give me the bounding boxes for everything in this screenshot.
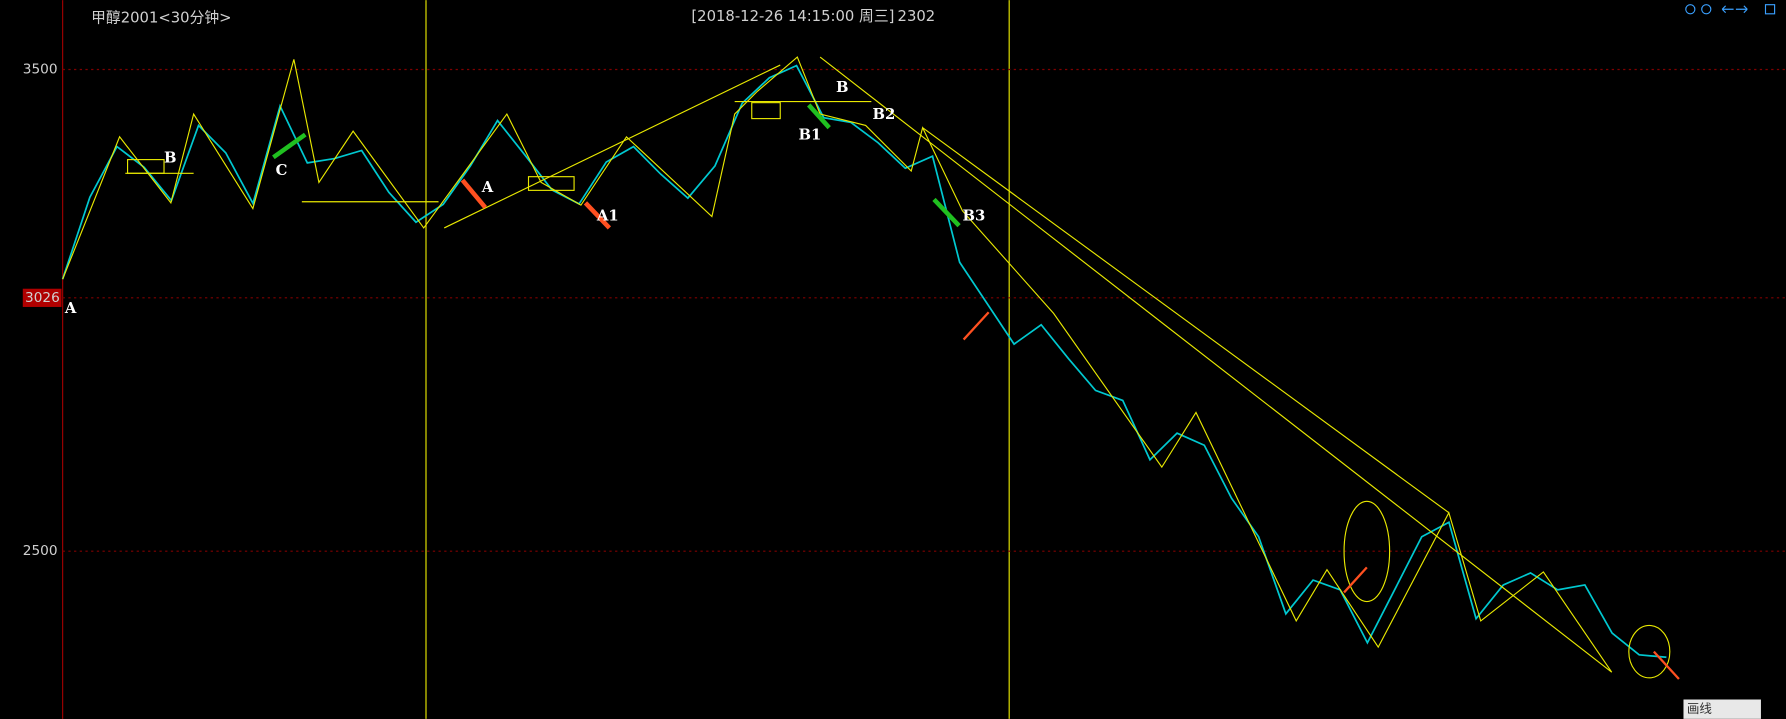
scroll-right-icon[interactable]: [1735, 5, 1748, 14]
zoom-out-icon[interactable]: [1701, 4, 1712, 15]
annotation: A: [481, 179, 494, 196]
marker-label: 3026: [25, 290, 60, 306]
ellipse: [1343, 500, 1391, 603]
y-tick-label: 3500: [23, 62, 58, 78]
y-tick-label: 2500: [23, 543, 58, 559]
chart-title: 甲醇2001<30分钟>: [91, 9, 231, 26]
trend-line: [443, 64, 781, 229]
toolbar-icons[interactable]: [1685, 4, 1776, 15]
ellipse: [1628, 624, 1671, 679]
drawings: [62, 56, 1680, 680]
draw-button[interactable]: [1683, 699, 1761, 719]
annotation: A1: [596, 208, 619, 225]
arrow: [272, 132, 307, 160]
box: [527, 176, 575, 191]
chart-subtitle: [2018-12-26 14:15:00 周三]: [691, 8, 894, 25]
annotation: B: [836, 79, 849, 96]
restore-icon[interactable]: [1764, 4, 1776, 15]
arrow: [460, 178, 487, 209]
box: [751, 102, 781, 120]
arrow: [1343, 566, 1368, 594]
scroll-left-icon[interactable]: [1721, 5, 1734, 14]
arrow: [932, 197, 961, 228]
zoom-in-icon[interactable]: [1685, 4, 1696, 15]
annotation: A: [64, 300, 77, 317]
annotation: B1: [798, 127, 821, 144]
arrow: [1653, 650, 1680, 680]
arrow: [962, 311, 990, 341]
annotation: B: [164, 149, 177, 166]
current-price: 2302: [898, 8, 936, 25]
trend-line: [819, 56, 1613, 673]
annotation: B2: [872, 106, 895, 123]
arrow: [807, 103, 831, 130]
draw-button-label[interactable]: 画线: [1687, 701, 1713, 716]
trend-line: [922, 127, 1450, 514]
marker-label-box: [22, 288, 62, 307]
zigzag-line: [62, 56, 1613, 673]
box: [127, 159, 165, 174]
arrow: [583, 201, 612, 230]
annotation: C: [276, 162, 288, 179]
annotation: B3: [962, 208, 985, 225]
price-line: [61, 64, 1667, 659]
